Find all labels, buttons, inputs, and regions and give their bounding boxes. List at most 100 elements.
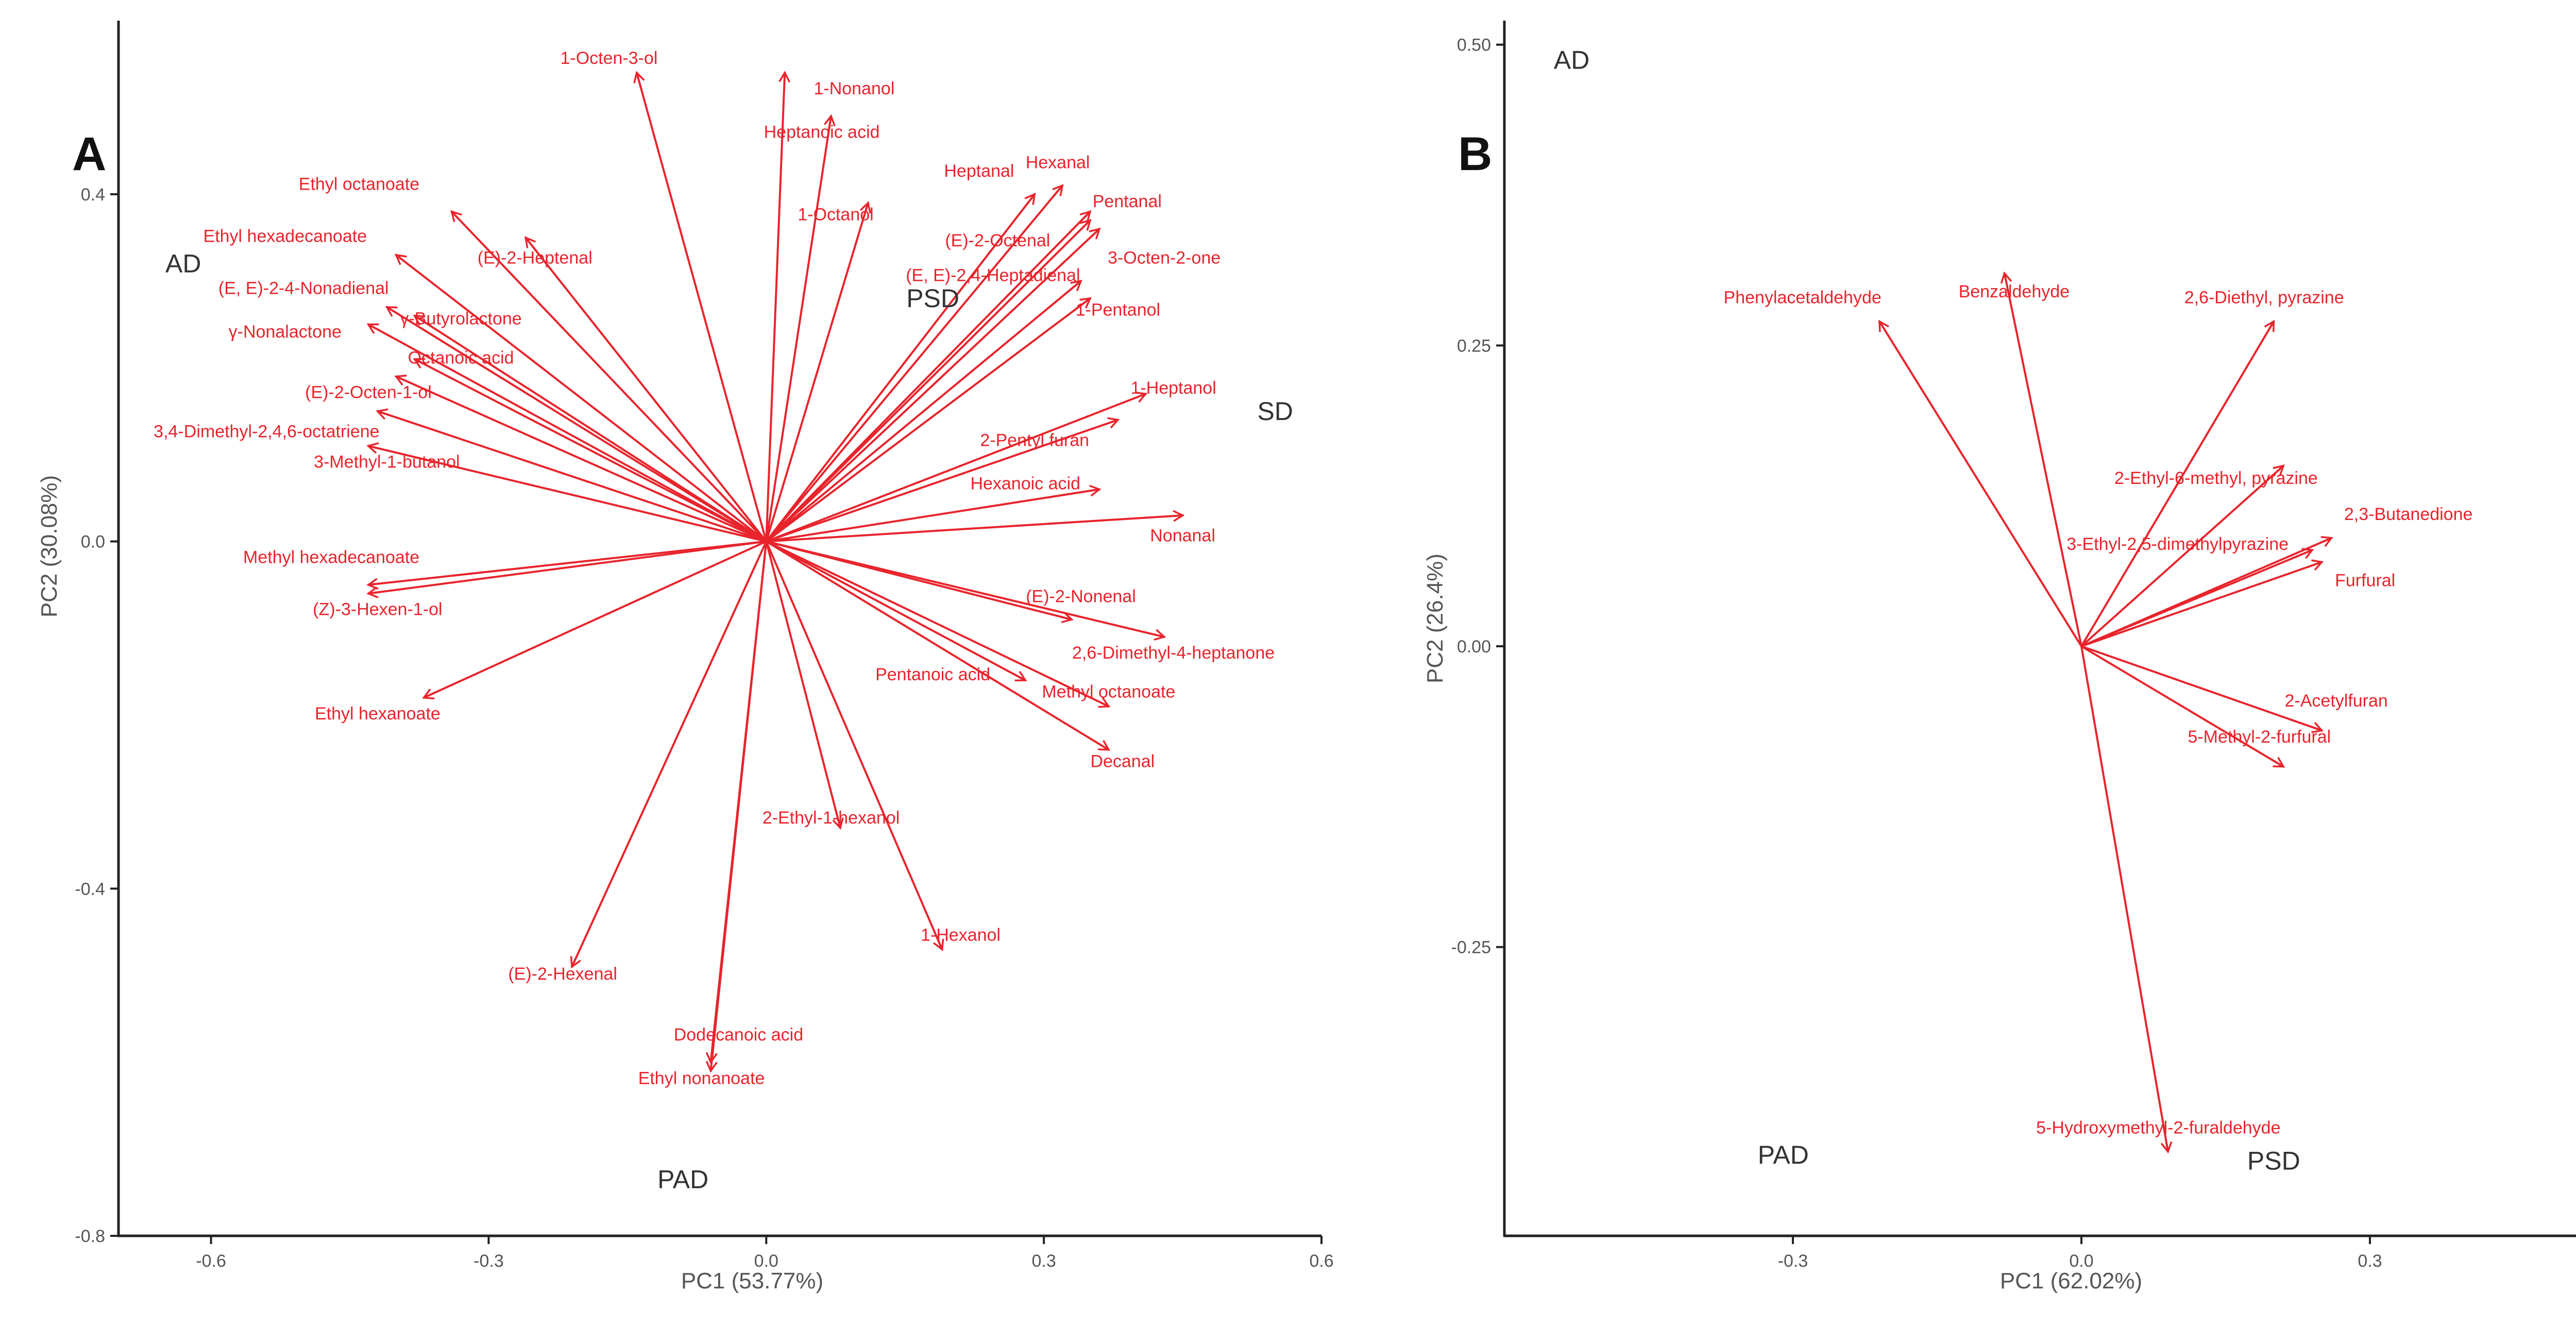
panel-b-x-tick-label: 0.3 <box>2358 1251 2382 1271</box>
panel-a-x-axis-title: PC1 (53.77%) <box>681 1268 823 1294</box>
panel-b-label-2-acetylfuran: 2-Acetylfuran <box>2285 691 2388 711</box>
panel-a-label-e-e-2-4-heptadienal: (E, E)-2,4-Heptadienal <box>906 265 1080 285</box>
panel-a-label-hexanal: Hexanal <box>1026 153 1090 172</box>
panel-a-label-1-pentanol: 1-Pentanol <box>1076 300 1160 320</box>
panel-a-label-e-e-2-4-nonadienal: (E, E)-2-4-Nonadienal <box>218 279 389 298</box>
panel-a-arrow-2-pentyl-furan <box>765 417 1120 543</box>
panel-b-arrow-3-ethyl-2-5-dimethylpyrazine <box>2080 548 2314 648</box>
panel-a-arrow-1-nonanol <box>765 71 791 543</box>
panel-a-arrow-1-heptanol <box>765 391 1148 543</box>
panel-b-x-axis-title: PC1 (62.02%) <box>2000 1268 2142 1294</box>
panel-a-label-2-ethyl-1-hexanol: 2-Ethyl-1-hexanol <box>762 808 900 828</box>
panel-a-arrow-nonanal <box>765 510 1185 543</box>
panel-a-label-heptanal: Heptanal <box>944 161 1014 181</box>
panel-a-arrow-e-e-2-4-nonadienal <box>385 306 768 543</box>
panel-b-arrow-2-6-diethyl-pyrazine <box>2080 320 2275 648</box>
panel-a-biplot: A -0.6 -0.3 0.0 0.3 0.6 0.4 0.0 -0.4 -0.8 1-Oct… <box>37 21 1334 1294</box>
panel-a-label-2-pentyl-furan: 2-Pentyl furan <box>980 430 1089 450</box>
panel-a-y-tick-label: -0.8 <box>75 1227 105 1246</box>
panel-a-label-e-2-octenal: (E)-2-Octenal <box>945 231 1050 250</box>
panel-a-group-sd: SD <box>1257 397 1293 426</box>
panel-b-y-tick-label: 0.50 <box>1457 36 1491 55</box>
panel-a-x-tick-label: 0.3 <box>1032 1251 1056 1271</box>
panel-a-arrow-e-2-hexenal <box>570 540 768 969</box>
panel-a-label-pentanoic-acid: Pentanoic acid <box>875 665 990 684</box>
panel-b-label-furfural: Furfural <box>2335 571 2395 590</box>
panel-a-label-3-4-dimethyl-2-4-6-octatriene: 3,4-Dimethyl-2,4,6-octatriene <box>154 422 379 441</box>
panel-a-arrow-heptanal <box>765 193 1036 543</box>
panel-a-x-tick-label: 0.0 <box>754 1251 778 1271</box>
panel-b-label-phenylacetaldehyde: Phenylacetaldehyde <box>1724 288 1882 308</box>
panel-a-arrow-methyl-octanoate <box>765 540 1111 708</box>
panel-a-label-ethyl-nonanoate: Ethyl nonanoate <box>638 1068 765 1088</box>
panel-b-label-5-hydroxymethyl-2-furaldehyde: 5-Hydroxymethyl-2-furaldehyde <box>2036 1118 2280 1138</box>
panel-a-label-2-6-dimethyl-4-heptanone: 2,6-Dimethyl-4-heptanone <box>1072 643 1275 663</box>
panel-a-arrow-octanoic-acid <box>413 358 768 543</box>
panel-a-group-pad: PAD <box>657 1165 708 1194</box>
panel-a-group-psd: PSD <box>906 284 959 313</box>
panel-a-label-hexanoic-acid: Hexanoic acid <box>970 474 1080 494</box>
panel-a-arrow-ethyl-hexadecanoate <box>394 254 768 543</box>
panel-b-loading-arrows <box>1878 271 2333 1154</box>
panel-a-label-nonalactone: γ-Nonalactone <box>229 322 342 342</box>
panel-a-arrow-3-octen-2-one <box>765 227 1101 543</box>
panel-a-label-z-3-hexen-1-ol: (Z)-3-Hexen-1-ol <box>313 600 442 619</box>
panel-b-group-ad: AD <box>1554 45 1589 74</box>
panel-b-arrow-2-acetylfuran <box>2080 645 2324 733</box>
panel-a-group-labels: AD PSD SD PAD <box>165 249 1293 1194</box>
panel-a-arrow-1-pentanol <box>765 297 1092 543</box>
panel-b-x-tick-label: 0.0 <box>2069 1251 2093 1271</box>
panel-b-label-3-ethyl-2-5-dimethylpyrazine: 3-Ethyl-2,5-dimethylpyrazine <box>2066 534 2289 554</box>
panel-a-y-tick-label: 0.4 <box>81 185 105 205</box>
panel-b-group-labels: ADSDPADPSD <box>1554 45 2300 1176</box>
panel-b-y-tick-label: -0.25 <box>1451 938 1492 958</box>
panel-a-arrow-2-ethyl-1-hexanol <box>765 540 844 830</box>
panel-a-label-ethyl-hexanoate: Ethyl hexanoate <box>315 704 440 724</box>
panel-a-arrow-e-2-octenal <box>765 219 1092 543</box>
panel-a-label-1-heptanol: 1-Heptanol <box>1130 378 1216 398</box>
panel-a-y-axis-title: PC2 (30.08%) <box>37 475 62 617</box>
panel-b-y-tick-label: 0.00 <box>1457 637 1491 657</box>
panel-b-biplot: B -0.30.00.30.6 0.500.250.00-0.25 Phenyl… <box>1422 21 2576 1294</box>
panel-b-label-benzaldehyde: Benzaldehyde <box>1959 282 2070 301</box>
panel-a-label-methyl-hexadecanoate: Methyl hexadecanoate <box>243 548 419 567</box>
panel-a-arrow-butyrolactone <box>413 314 768 543</box>
panel-letter-b: B <box>1458 128 1492 180</box>
panel-a-arrow-z-3-hexen-1-ol <box>366 540 768 598</box>
panel-a-label-1-hexanol: 1-Hexanol <box>921 925 1001 945</box>
panel-a-label-e-2-hexenal: (E)-2-Hexenal <box>508 964 617 984</box>
panel-a-label-ethyl-hexadecanoate: Ethyl hexadecanoate <box>204 226 367 246</box>
panel-a-arrow-1-octanol <box>765 201 871 543</box>
panel-a-label-octanoic-acid: Octanoic acid <box>408 348 514 367</box>
panel-a-label-dodecanoic-acid: Dodecanoic acid <box>674 1025 803 1045</box>
panel-a-loading-labels: 1-Octen-3-ol 1-Nonanol Heptanoic acid 1-Oct… <box>154 48 1275 1088</box>
panel-a-label-3-octen-2-one: 3-Octen-2-one <box>1108 248 1221 268</box>
panel-a-arrow-pentanoic-acid <box>765 540 1027 682</box>
panel-b-arrow-5-hydroxymethyl-2-furaldehyde <box>2080 645 2173 1154</box>
panel-a-arrow-3-4-dimethyl-2-4-6-octatriene <box>376 408 768 543</box>
panel-a-y-tick-label: 0.0 <box>81 532 105 552</box>
panel-a-arrow-nonalactone <box>366 323 768 543</box>
panel-a-arrow-3-methyl-1-butanol <box>366 442 768 543</box>
panel-a-x-tick-label: 0.6 <box>1309 1251 1333 1271</box>
panel-a-arrow-heptanoic-acid <box>765 114 836 543</box>
panel-a-x-tick-label: -0.3 <box>473 1251 504 1271</box>
panel-b-arrow-2-ethyl-6-methyl-pyrazine <box>2080 464 2285 648</box>
panel-a-arrow-ethyl-nonanoate <box>705 540 768 1073</box>
panel-a-arrow-1-hexanol <box>765 540 944 951</box>
panel-b-x-tick-label: -0.3 <box>1778 1251 1808 1271</box>
panel-b-group-pad: PAD <box>1758 1140 1809 1169</box>
panel-b-group-psd: PSD <box>2247 1147 2300 1176</box>
panel-a-loading-arrows <box>366 71 1185 1073</box>
panel-a-label-heptanoic-acid: Heptanoic acid <box>764 122 880 142</box>
panel-b-y-axis-title: PC2 (26.4%) <box>1422 554 1448 683</box>
panel-a-arrow-1-octen-3-ol <box>633 71 768 543</box>
panel-a-label-1-nonanol: 1-Nonanol <box>814 79 894 98</box>
panel-a-y-ticks: 0.4 0.0 -0.4 -0.8 <box>75 185 118 1246</box>
panel-a-arrow-hexanoic-acid <box>765 484 1101 543</box>
panel-a-label-nonanal: Nonanal <box>1150 526 1215 546</box>
panel-a-label-3-methyl-1-butanol: 3-Methyl-1-butanol <box>314 452 460 472</box>
panel-a-group-ad: AD <box>165 249 201 278</box>
panel-a-label-1-octen-3-ol: 1-Octen-3-ol <box>560 48 657 68</box>
